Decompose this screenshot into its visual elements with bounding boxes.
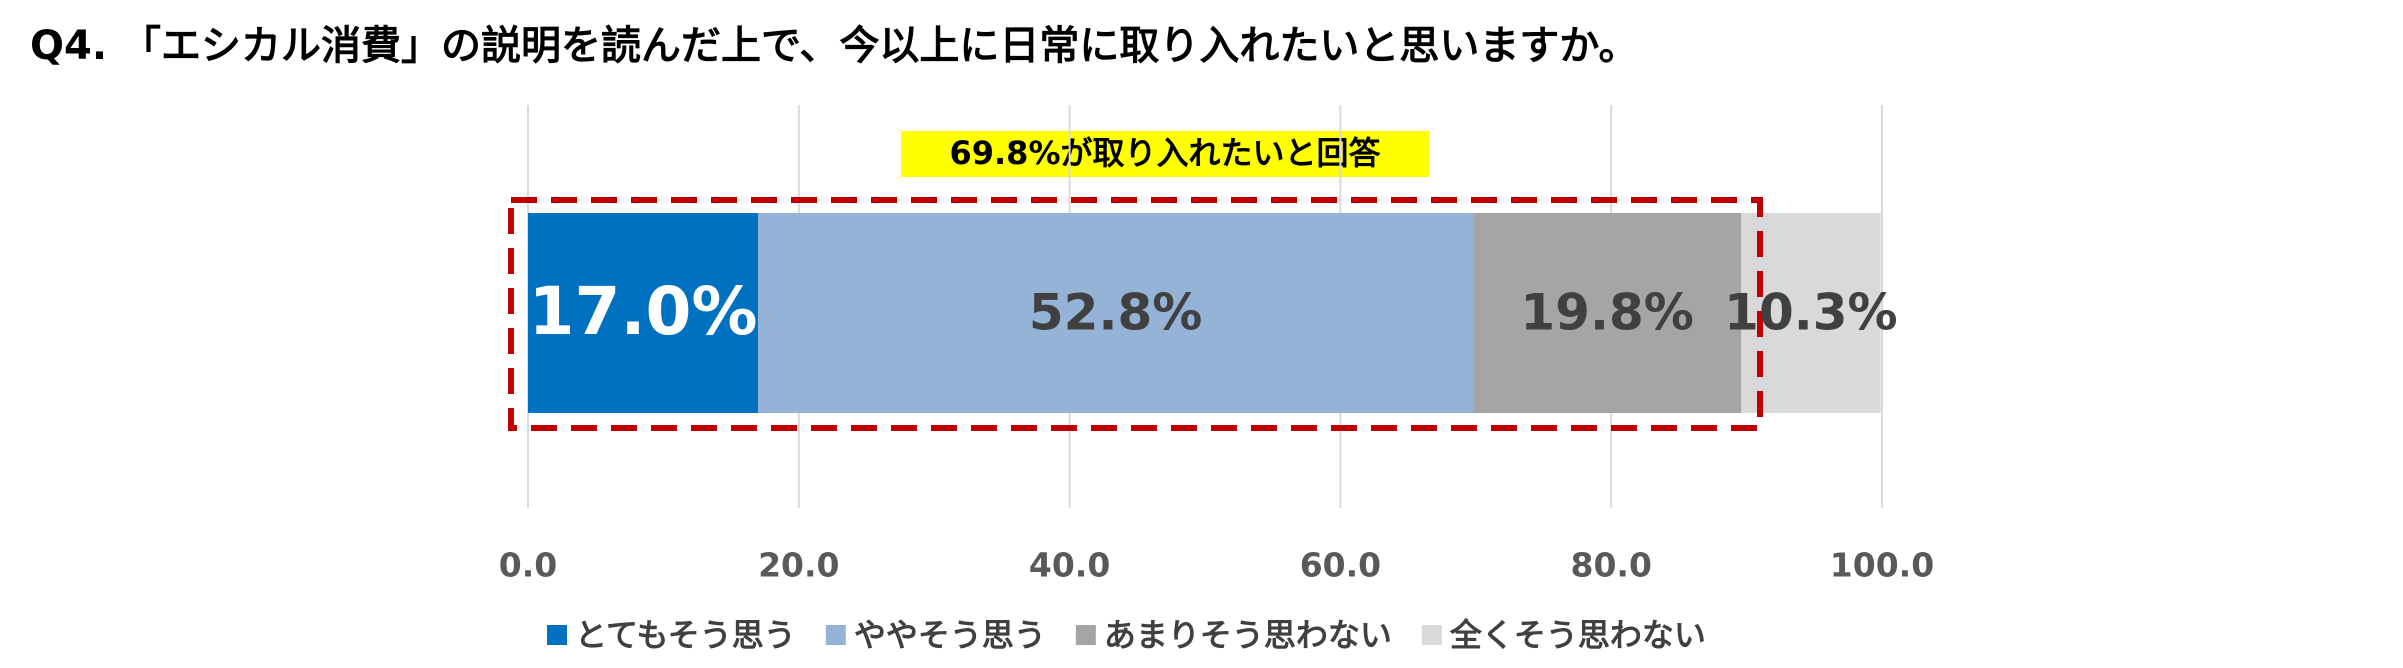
legend-swatch: [547, 625, 567, 645]
legend-swatch: [1421, 625, 1442, 645]
data-label: 19.8%: [1520, 284, 1693, 342]
legend-label: 全くそう思わない: [1449, 616, 1706, 654]
legend-label: とてもそう思う: [575, 616, 796, 654]
legend-label: あまりそう思わない: [1104, 616, 1392, 654]
x-tick-label: 100.0: [1830, 546, 1934, 585]
data-label: 52.8%: [1029, 284, 1202, 342]
bar-segment: [528, 213, 759, 413]
data-label: 17.0%: [529, 273, 758, 350]
x-tick-label: 40.0: [1029, 546, 1110, 585]
x-tick-label: 0.0: [499, 546, 557, 585]
bar-segment: [758, 213, 1474, 413]
legend-swatch: [825, 625, 846, 645]
data-label: 10.3%: [1724, 284, 1897, 342]
legend-swatch: [1075, 625, 1096, 645]
x-tick-label: 60.0: [1300, 546, 1381, 585]
highlight-box: [508, 197, 1763, 431]
x-tick-label: 20.0: [758, 546, 839, 585]
chart-title: Q4. 「エシカル消費」の説明を読んだ上で、今以上に日常に取り入れたいと思います…: [30, 23, 1639, 69]
x-tick-label: 80.0: [1570, 546, 1651, 585]
bar-segment: [1473, 213, 1742, 413]
annotation: 69.8%が取り入れたいと回答: [949, 134, 1381, 172]
bar-segment: [1741, 213, 1881, 413]
legend-label: ややそう思う: [854, 616, 1046, 654]
